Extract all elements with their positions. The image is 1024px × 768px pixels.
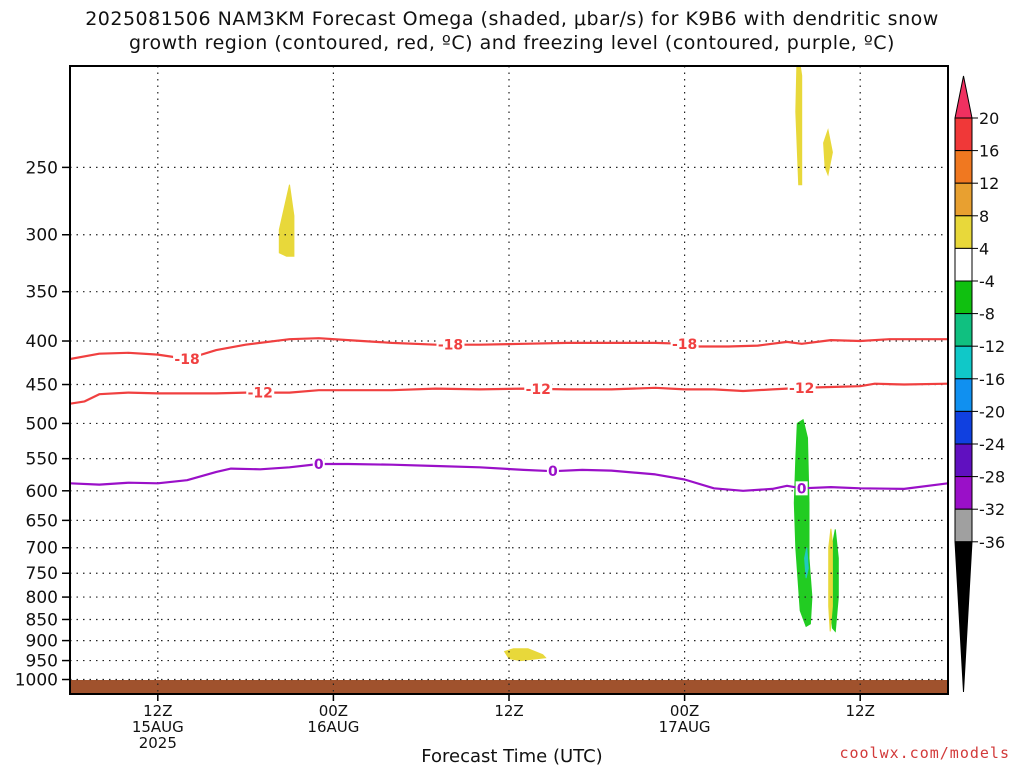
x-tick-label-54-0: 12Z xyxy=(846,702,875,720)
colorbar-label-0: 20 xyxy=(979,109,999,128)
grid-layer xyxy=(70,66,948,694)
colorbar-segment-2 xyxy=(954,150,973,184)
omega-region-7 xyxy=(804,547,809,579)
contour-label--12-0: -12 xyxy=(248,386,273,402)
y-tick-label-450: 450 xyxy=(26,376,58,396)
contour-label-0-2: 0 xyxy=(797,481,807,497)
y-tick-label-400: 400 xyxy=(26,332,58,352)
contour-label--18-0: -18 xyxy=(174,352,199,368)
omega-region-2 xyxy=(823,128,833,177)
colorbar-label-10: -24 xyxy=(979,435,1005,454)
y-tick-label-900: 900 xyxy=(26,632,58,652)
colorbar-label-6: -8 xyxy=(979,305,995,324)
omega-region-6 xyxy=(828,528,833,632)
x-tick-label-18-0: 00Z xyxy=(319,702,348,720)
y-tick-label-350: 350 xyxy=(26,283,58,303)
x-tick-label-42-1: 17AUG xyxy=(659,718,711,736)
contour-label-0-1: 0 xyxy=(548,464,558,480)
axis-layer: 2503003504004505005506006507007508008509… xyxy=(15,158,875,752)
y-tick-label-600: 600 xyxy=(26,482,58,502)
y-tick-label-550: 550 xyxy=(26,450,58,470)
colorbar-label-1: 16 xyxy=(979,142,999,161)
colorbar-segment-1 xyxy=(954,117,973,152)
colorbar-label-4: 4 xyxy=(979,239,989,258)
temperature-contour-layer: -18 -18 -18 -12 -12 -12 0 0 0 xyxy=(70,336,948,497)
y-tick-label-1000: 1000 xyxy=(15,671,58,691)
colorbar-segment-8 xyxy=(954,345,973,380)
colorbar: 20 16 12 8 4 -4 -8 -12 -16 -20 -24 -28 -32 -36 xyxy=(954,75,1005,693)
x-tick-label-18-1: 16AUG xyxy=(307,718,359,736)
contour-label--12-1: -12 xyxy=(526,382,551,398)
colorbar-label-12: -32 xyxy=(979,500,1005,519)
y-tick-label-250: 250 xyxy=(26,158,58,178)
colorbar-segment-3 xyxy=(954,182,973,217)
contour-label--18-1: -18 xyxy=(438,338,463,354)
omega-region-0 xyxy=(278,184,295,257)
y-tick-label-750: 750 xyxy=(26,564,58,584)
y-tick-label-500: 500 xyxy=(26,414,58,434)
colorbar-segment-6 xyxy=(954,280,973,315)
omega-shading-layer xyxy=(71,66,948,694)
colorbar-label-2: 12 xyxy=(979,174,999,193)
colorbar-segment-5 xyxy=(954,247,973,282)
chart-title-line-1: 2025081506 NAM3KM Forecast Omega (shaded… xyxy=(85,8,939,30)
colorbar-segment-12 xyxy=(954,476,973,510)
colorbar-label-11: -28 xyxy=(979,468,1005,487)
x-tick-label-6-0: 12Z xyxy=(143,702,172,720)
contour-line-0 xyxy=(70,462,948,492)
colorbar-segment-13 xyxy=(954,508,973,543)
colorbar-label-3: 8 xyxy=(979,207,989,226)
colorbar-label-7: -12 xyxy=(979,337,1005,356)
colorbar-label-8: -16 xyxy=(979,370,1005,389)
colorbar-label-13: -36 xyxy=(979,533,1005,552)
y-tick-label-950: 950 xyxy=(26,652,58,672)
y-tick-label-800: 800 xyxy=(26,588,58,608)
ground-surface-bar xyxy=(71,680,948,694)
omega-region-4 xyxy=(793,418,813,628)
y-tick-label-650: 650 xyxy=(26,511,58,531)
colorbar-segment-11 xyxy=(954,443,973,478)
x-tick-label-6-2: 2025 xyxy=(139,734,177,752)
site-credit[interactable]: coolwx.com/models xyxy=(839,744,1010,762)
y-tick-label-700: 700 xyxy=(26,539,58,559)
contour-line--12 xyxy=(70,382,948,405)
y-tick-label-300: 300 xyxy=(26,226,58,246)
x-tick-label-30-0: 12Z xyxy=(494,702,523,720)
colorbar-label-9: -20 xyxy=(979,402,1005,421)
colorbar-segment-4 xyxy=(954,215,973,249)
omega-region-3 xyxy=(503,648,547,662)
colorbar-segment-10 xyxy=(954,410,973,445)
colorbar-segment-7 xyxy=(954,313,973,347)
colorbar-top-arrow xyxy=(954,75,973,119)
y-tick-label-850: 850 xyxy=(26,610,58,630)
chart-title-line-2: growth region (contoured, red, ºC) and f… xyxy=(129,32,895,54)
omega-region-1 xyxy=(795,66,803,186)
contour-label-0-0: 0 xyxy=(314,457,324,473)
contour-label--12-2: -12 xyxy=(789,381,814,397)
colorbar-segment-9 xyxy=(954,378,973,412)
x-axis-label: Forecast Time (UTC) xyxy=(421,746,603,767)
contour-line--18 xyxy=(70,337,948,361)
x-tick-label-6-1: 15AUG xyxy=(132,718,184,736)
colorbar-bottom-arrow xyxy=(954,541,973,693)
x-tick-label-42-0: 00Z xyxy=(670,702,699,720)
colorbar-label-5: -4 xyxy=(979,272,995,291)
contour-label--18-2: -18 xyxy=(672,337,697,353)
